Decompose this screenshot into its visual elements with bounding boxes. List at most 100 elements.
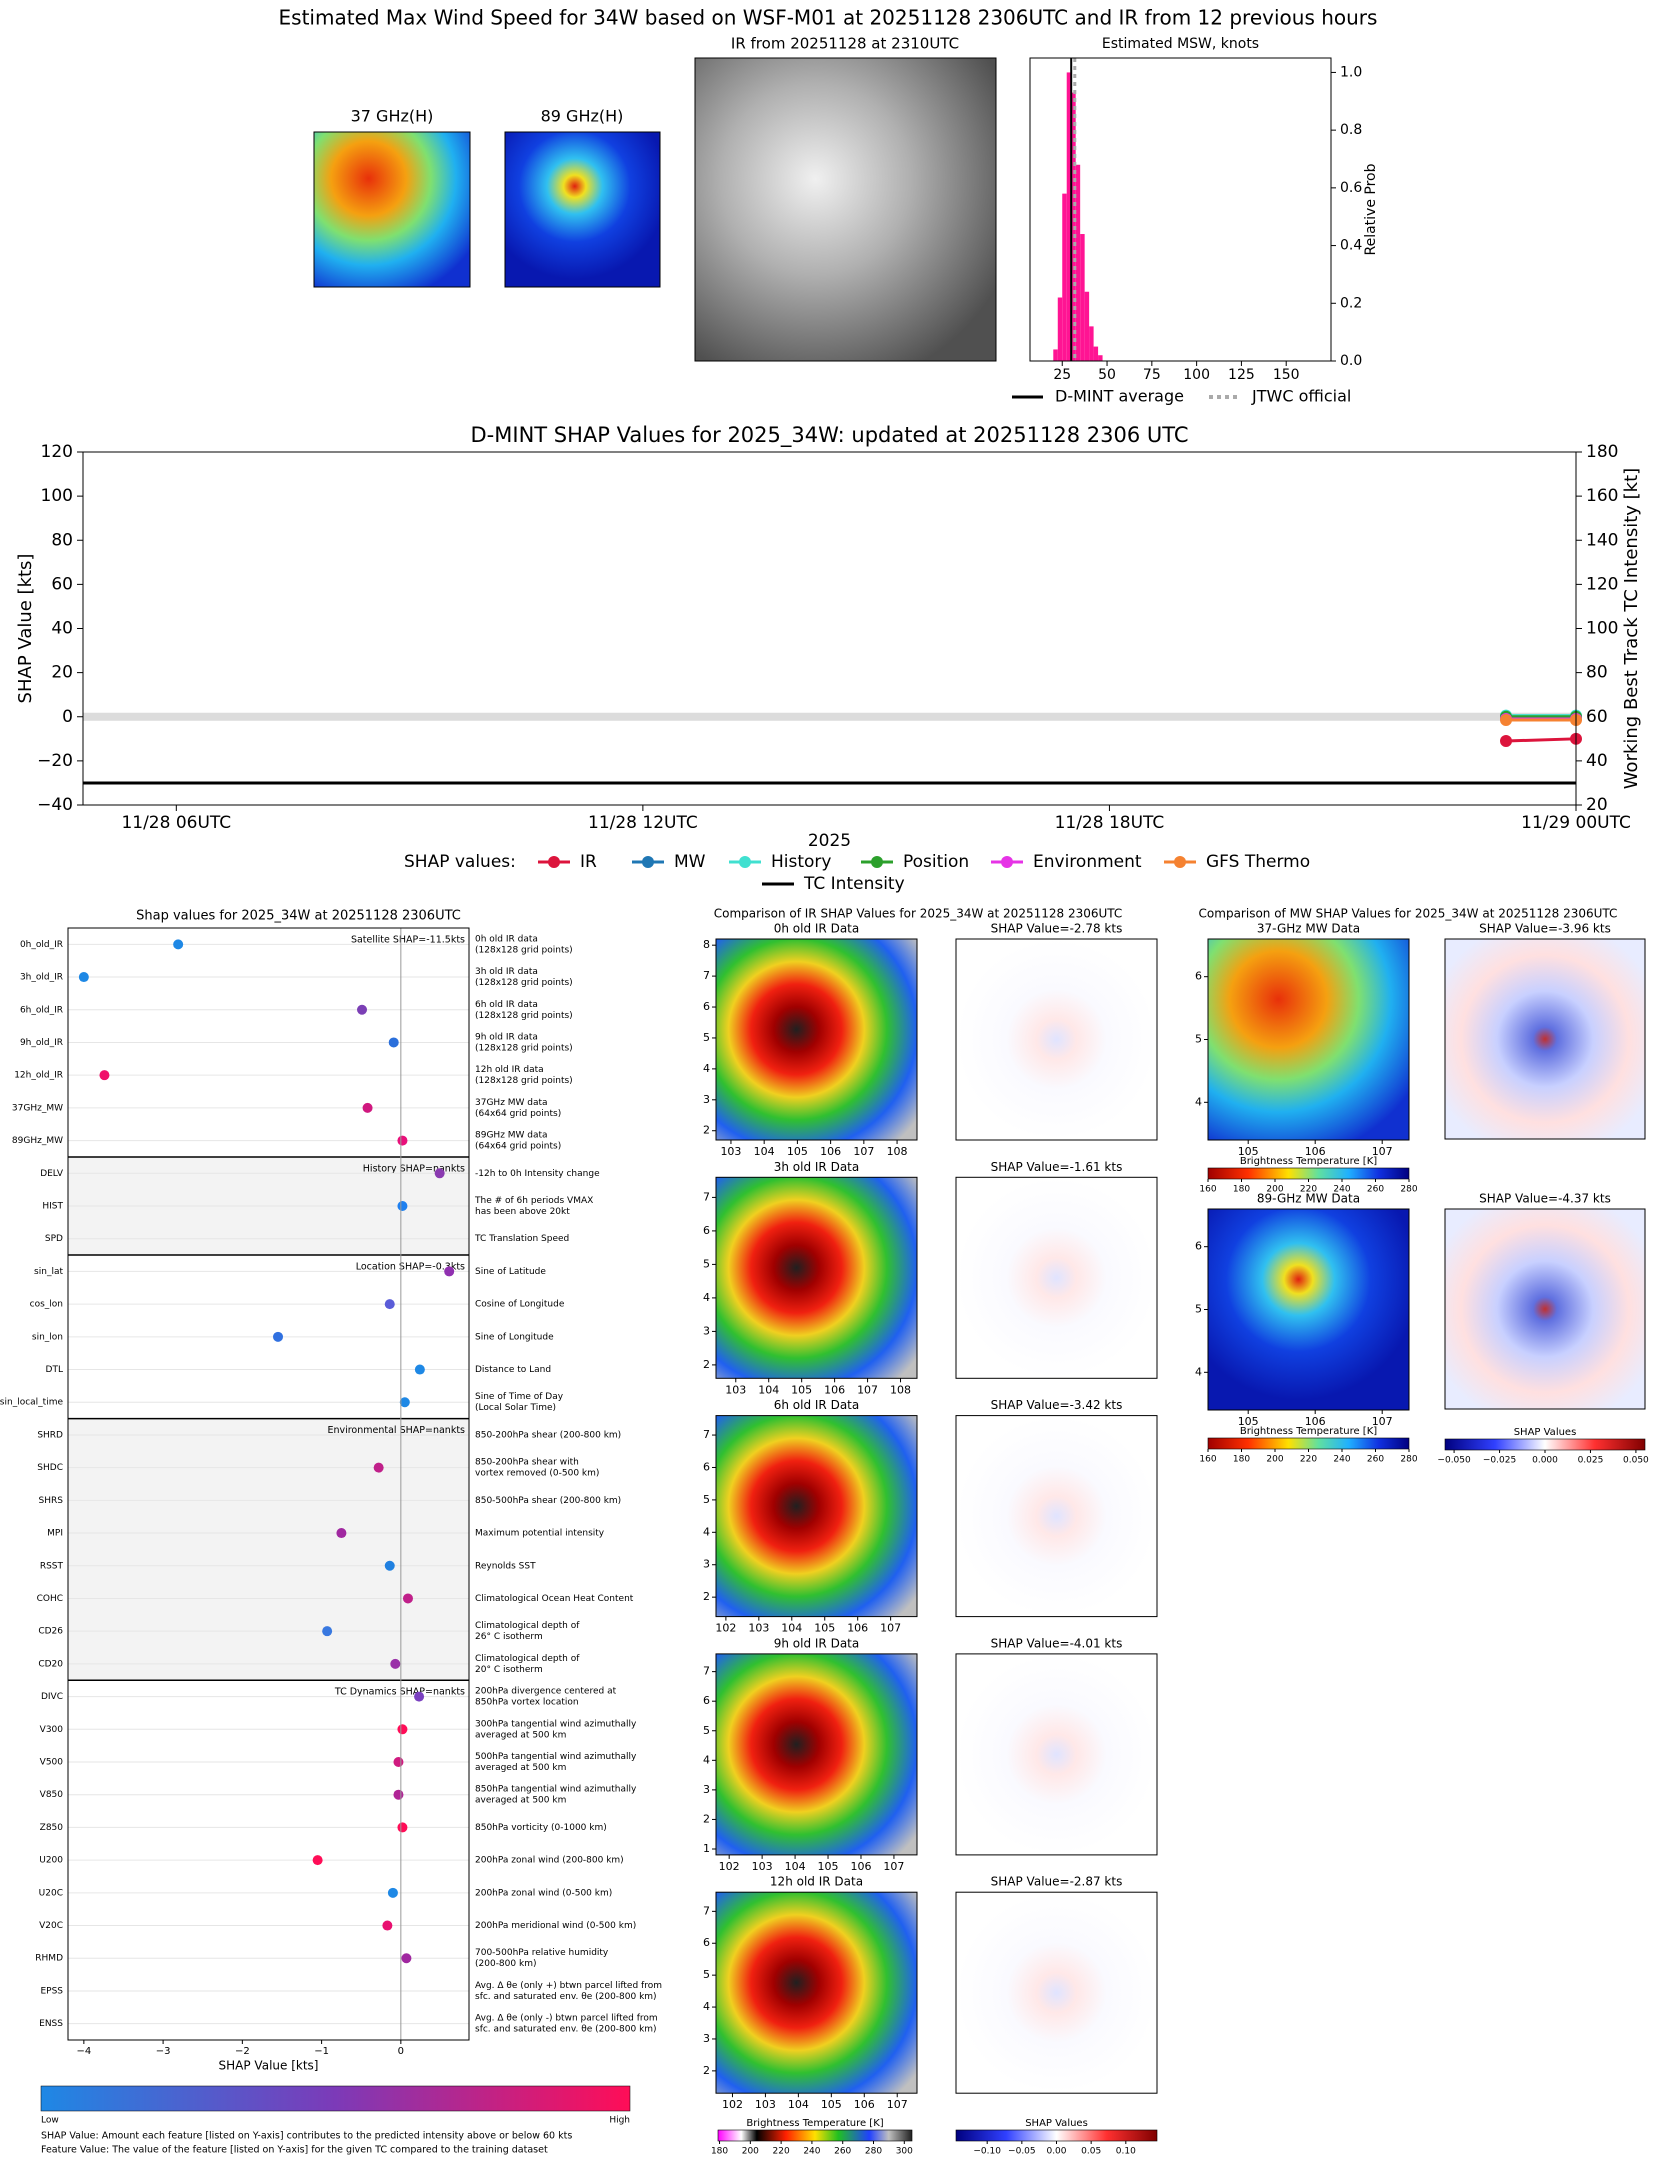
feature-description: 6h old IR data	[475, 1000, 538, 1010]
legend-marker	[871, 856, 883, 868]
feature-label: 3h_old_IR	[20, 973, 63, 983]
y-tick-label: 100	[41, 486, 73, 506]
bar	[1098, 355, 1103, 361]
x-tick-label: −3	[156, 2046, 171, 2057]
feature-dot	[402, 1593, 413, 1604]
y-tick-label: 7	[703, 1904, 710, 1917]
feature-description: 89GHz MW data	[475, 1131, 548, 1141]
y-tick-label: 0.6	[1340, 180, 1362, 196]
feature-description: Reynolds SST	[475, 1561, 536, 1571]
legend-label: GFS Thermo	[1206, 852, 1310, 872]
y-tick-label: 2	[703, 1358, 710, 1371]
panel-title: SHAP Value=-2.87 kts	[991, 1875, 1123, 1889]
feature-label: V300	[40, 1725, 64, 1735]
footnote: SHAP Value: Amount each feature [listed …	[41, 2131, 572, 2142]
feature-description: sfc. and saturated env. θe (200-800 km)	[475, 2025, 657, 2035]
y-tick-label: 0.4	[1340, 238, 1362, 254]
y-tick-label: 3	[703, 1324, 710, 1337]
feature-dot	[78, 972, 89, 983]
image	[1207, 1208, 1410, 1411]
colorbar	[1207, 1167, 1410, 1180]
x-axis-title: 2025	[808, 831, 851, 851]
shap-image	[955, 1653, 1158, 1856]
colorbar-high: High	[609, 2116, 630, 2126]
x-tick-label: 103	[725, 1383, 746, 1396]
panel-title: 9h old IR Data	[774, 1636, 860, 1650]
y-tick-label: 6	[1195, 970, 1202, 983]
colorbar-label: Brightness Temperature [K]	[1240, 1426, 1377, 1437]
section-title: Comparison of IR SHAP Values for 2025_34…	[714, 907, 1123, 921]
feature-label: U200	[39, 1856, 63, 1866]
panel-title: SHAP Value=-4.37 kts	[1479, 1192, 1611, 1206]
image	[715, 1653, 918, 1856]
y-axis-title: SHAP Value [kts]	[15, 554, 36, 704]
feature-description: (200-800 km)	[475, 1959, 536, 1969]
feature-label: HIST	[42, 1202, 63, 1212]
x-tick-label: 106	[850, 1860, 871, 1873]
feature-dot	[336, 1528, 347, 1539]
x-tick-label: 107	[880, 1622, 901, 1635]
feature-description: -12h to 0h Intensity change	[475, 1169, 600, 1179]
feature-description: averaged at 500 km	[475, 1763, 566, 1773]
image	[715, 1415, 918, 1618]
y-tick-label: 80	[51, 530, 73, 550]
x-axis-title: SHAP Value [kts]	[219, 2059, 319, 2073]
shap-image	[1444, 938, 1646, 1140]
y-tick-label: 5	[703, 1031, 710, 1044]
colorbar-label: SHAP Values	[1514, 1427, 1577, 1438]
feature-description: 200hPa zonal wind (0-500 km)	[475, 1888, 612, 1898]
feature-dot	[397, 1201, 408, 1211]
x-tick-label: 50	[1098, 367, 1116, 383]
feature-label: SHRD	[37, 1430, 63, 1440]
feature-description: Maximum potential intensity	[475, 1529, 605, 1539]
x-tick-label: 103	[748, 1622, 769, 1635]
colorbar-tick-label: 160	[1199, 1455, 1216, 1465]
plot-frame	[82, 451, 1577, 806]
panel-title: SHAP Value=-1.61 kts	[991, 1160, 1123, 1174]
y-tick-label: 1.0	[1340, 64, 1362, 80]
x-tick-label: 102	[719, 1860, 740, 1873]
feature-label: 89GHz_MW	[12, 1136, 63, 1146]
feature-description: (128x128 grid points)	[475, 978, 573, 988]
feature-description: 300hPa tangential wind azimuthally	[475, 1719, 637, 1729]
feature-label: 9h_old_IR	[20, 1038, 63, 1048]
feature-description: vortex removed (0-500 km)	[475, 1469, 599, 1479]
feature-label: U20C	[39, 1888, 63, 1898]
feature-dot	[414, 1691, 425, 1702]
x-tick-label: 100	[1183, 367, 1210, 383]
feature-label: CD20	[38, 1659, 63, 1669]
colorbar-tick-label: 0.05	[1081, 2147, 1101, 2157]
y-tick-label: 6	[703, 1224, 710, 1237]
colorbar-label: Brightness Temperature [K]	[746, 2118, 883, 2129]
y-tick-label: 4	[703, 1525, 710, 1538]
colorbar	[1444, 1438, 1646, 1451]
feature-label: RSST	[40, 1561, 64, 1571]
x-tick-label: 0	[398, 2046, 404, 2057]
colorbar-tick-label: 200	[742, 2147, 759, 2157]
y-tick-label: 7	[703, 1665, 710, 1678]
panel-title: 89 GHz(H)	[541, 107, 624, 126]
panel-title: SHAP Value=-3.96 kts	[1479, 922, 1611, 936]
colorbar-tick-label: 240	[803, 2147, 820, 2157]
x-tick-label: 75	[1143, 367, 1161, 383]
bar	[1089, 326, 1094, 361]
feature-description: (Local Solar Time)	[475, 1403, 556, 1413]
x-tick-label: 105	[787, 1145, 808, 1158]
bar	[1057, 297, 1063, 361]
colorbar-tick-label: 260	[1367, 1185, 1384, 1195]
image	[715, 1176, 918, 1379]
feature-label: V500	[40, 1758, 64, 1768]
feature-description: The # of 6h periods VMAX	[474, 1196, 593, 1206]
feature-description: (64x64 grid points)	[475, 1142, 561, 1152]
x-tick-label: 11/28 06UTC	[121, 813, 231, 833]
feature-description: Climatological depth of	[475, 1654, 580, 1664]
feature-dot	[362, 1102, 373, 1113]
figure-title: Estimated Max Wind Speed for 34W based o…	[279, 6, 1378, 30]
x-tick-label: 105	[1238, 1415, 1259, 1428]
y2-tick-label: 180	[1586, 442, 1618, 462]
group-label: TC Dynamics SHAP=nankts	[334, 1687, 465, 1698]
x-tick-label: 103	[720, 1145, 741, 1158]
y-tick-label: 3	[703, 1783, 710, 1796]
feature-description: (64x64 grid points)	[475, 1109, 561, 1119]
x-tick-label: 103	[752, 1860, 773, 1873]
